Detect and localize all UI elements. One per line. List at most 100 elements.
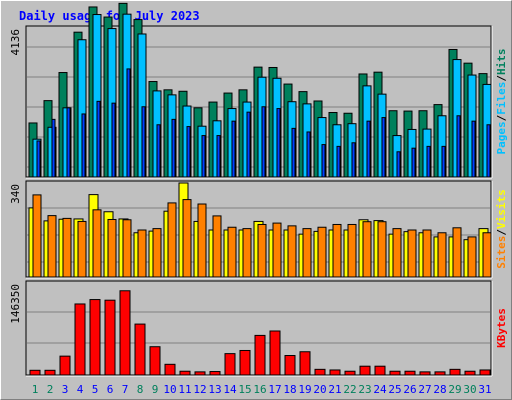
kbytes-bar — [479, 369, 491, 376]
day-label: 2 — [47, 383, 54, 396]
day-label: 18 — [283, 383, 296, 396]
day-label: 30 — [463, 383, 476, 396]
day-label: 13 — [208, 383, 221, 396]
kbytes-bar — [224, 353, 236, 376]
sites-bar — [242, 228, 252, 278]
day-label: 26 — [403, 383, 416, 396]
pages-bar — [396, 151, 401, 178]
sites-bar — [482, 232, 492, 278]
day-label: 11 — [178, 383, 191, 396]
pages-bar — [351, 142, 356, 178]
pages-bar — [96, 100, 101, 178]
day-label: 5 — [92, 383, 99, 396]
sites-bar — [437, 232, 447, 278]
pages-bar — [276, 108, 281, 178]
sites-bar — [422, 229, 432, 278]
kbytes-bar — [164, 363, 176, 376]
sites-bar — [182, 199, 192, 278]
sites-bar — [227, 226, 237, 278]
pages-bar — [336, 145, 341, 178]
kbytes-bar — [104, 299, 116, 376]
kbytes-bar — [419, 371, 431, 376]
sites-bar — [452, 227, 462, 278]
day-label: 16 — [253, 383, 266, 396]
day-label: 17 — [268, 383, 281, 396]
sites-bar — [392, 228, 402, 278]
pages-bar — [246, 111, 251, 178]
day-label: 31 — [478, 383, 491, 396]
kbytes-panel — [25, 280, 493, 377]
day-label: 28 — [433, 383, 446, 396]
day-label: 23 — [358, 383, 371, 396]
sites-bar — [107, 218, 117, 278]
day-label: 4 — [77, 383, 84, 396]
sites-bar — [347, 223, 357, 278]
legend-separator: / — [495, 229, 508, 236]
sites-bar — [47, 215, 57, 278]
kbytes-bar — [59, 355, 71, 376]
day-label: 22 — [343, 383, 356, 396]
kbytes-bar — [329, 369, 341, 376]
kbytes-bar — [389, 370, 401, 376]
legend-sites: Sites — [495, 236, 508, 269]
sites-bar — [302, 228, 312, 278]
kbytes-bar — [179, 370, 191, 376]
day-label: 7 — [122, 383, 129, 396]
sites-visits-panel — [25, 180, 493, 279]
kbytes-bar — [254, 334, 266, 376]
panel2-ymax-label: 340 — [9, 184, 22, 204]
pages-bar — [366, 120, 371, 178]
day-label: 15 — [238, 383, 251, 396]
pages-bar — [36, 140, 41, 178]
sites-bar — [287, 225, 297, 278]
kbytes-bar — [29, 369, 41, 376]
kbytes-bar — [284, 355, 296, 376]
pages-bar — [111, 102, 116, 178]
kbytes-bar — [194, 371, 206, 376]
legend-pages: Pages — [495, 121, 508, 154]
pages-bar — [261, 106, 266, 178]
sites-bar — [362, 221, 372, 278]
day-label: 10 — [163, 383, 176, 396]
sites-bar — [62, 217, 72, 278]
hits-files-pages-panel — [25, 2, 493, 179]
sites-bar — [257, 223, 267, 278]
sites-bar — [377, 221, 387, 278]
panel3-ymax-label: 146350 — [9, 284, 22, 324]
panel1-legend: Pages/Files/Hits — [495, 49, 508, 155]
pages-bar — [141, 106, 146, 178]
sites-bar — [167, 202, 177, 278]
kbytes-bar — [119, 290, 131, 376]
sites-bar — [467, 236, 477, 278]
kbytes-bar — [299, 351, 311, 376]
sites-bar — [197, 203, 207, 278]
day-label: 14 — [223, 383, 237, 396]
kbytes-bar — [359, 365, 371, 376]
day-label: 9 — [152, 383, 159, 396]
kbytes-bar — [434, 371, 446, 376]
legend-files: Files — [495, 82, 508, 115]
pages-bar — [216, 135, 221, 178]
day-label: 25 — [388, 383, 401, 396]
pages-bar — [156, 124, 161, 178]
pages-bar — [456, 115, 461, 178]
day-label: 20 — [313, 383, 326, 396]
pages-bar — [171, 118, 176, 178]
kbytes-bar — [44, 369, 56, 376]
pages-bar — [381, 117, 386, 178]
sites-bar — [32, 194, 42, 278]
legend-kbytes: KBytes — [495, 308, 508, 348]
kbytes-bar — [149, 346, 161, 376]
pages-bar — [291, 127, 296, 178]
pages-bar — [51, 118, 56, 178]
kbytes-bar — [269, 330, 281, 376]
day-label: 24 — [373, 383, 387, 396]
pages-bar — [231, 120, 236, 178]
day-label: 3 — [62, 383, 69, 396]
day-label: 1 — [32, 383, 39, 396]
sites-bar — [212, 215, 222, 278]
legend-hits: Hits — [495, 49, 508, 76]
sites-bar — [137, 229, 147, 278]
